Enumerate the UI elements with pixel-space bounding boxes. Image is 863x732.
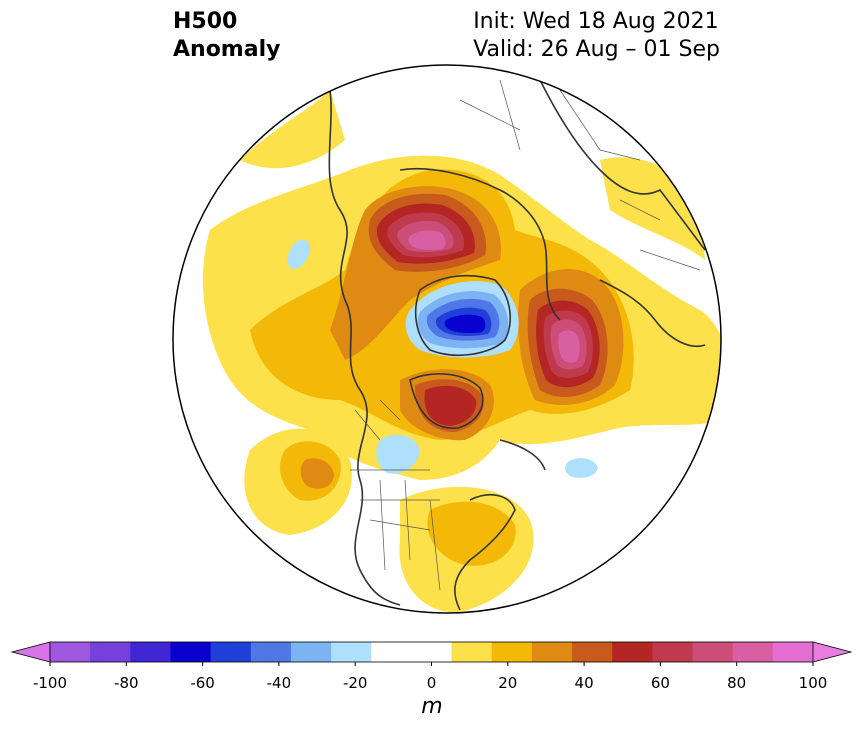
- colorbar-cell: [250, 642, 292, 662]
- colorbar-cell: [612, 642, 653, 662]
- colorbar-tick-label: -40: [266, 674, 292, 692]
- map-boundary: [172, 64, 722, 614]
- colorbar-cell: [732, 642, 774, 662]
- colorbar-cell: [170, 642, 212, 662]
- colorbar-extend-over: [812, 641, 853, 663]
- valid-range: Valid: 26 Aug – 01 Sep: [473, 37, 720, 62]
- date-info: Init: Wed 18 Aug 2021 Valid: 26 Aug – 01…: [473, 8, 720, 64]
- colorbar-tick-label: 100: [798, 674, 828, 692]
- colorbar-cell: [331, 642, 372, 662]
- colorbar-cell: [90, 642, 131, 662]
- colorbar-cell: [371, 642, 412, 662]
- init-date: Init: Wed 18 Aug 2021: [473, 9, 719, 34]
- colorbar-tick-label: -60: [190, 674, 215, 692]
- colorbar-cell: [772, 642, 814, 662]
- colorbar-cell: [411, 642, 453, 662]
- colorbar-cell: [210, 642, 252, 662]
- colorbar-cell: [491, 642, 533, 662]
- colorbar-tick-label: -100: [32, 674, 68, 692]
- colorbar-cell: [290, 642, 332, 662]
- variable-title: H500: [173, 9, 238, 34]
- colorbar-cell: [692, 642, 734, 662]
- coastlines: [328, 79, 706, 611]
- colorbar-extend-under: [10, 641, 51, 663]
- colorbar-tick-label: -80: [114, 674, 139, 692]
- colorbar-tick-label: 80: [727, 674, 747, 692]
- chart-title: H500 Anomaly: [173, 8, 280, 64]
- colorbar-cell: [531, 642, 573, 662]
- colorbar-tick-label: -20: [342, 674, 368, 692]
- colorbar-unit-label: m: [421, 694, 443, 719]
- polar-map: [172, 64, 722, 614]
- colorbar-cell: [652, 642, 694, 662]
- colorbar-tick-label: 20: [498, 674, 518, 692]
- political-borders: [350, 79, 701, 591]
- colorbar-cell: [572, 642, 613, 662]
- colorbar: [10, 641, 853, 666]
- colorbar-tick-label: 60: [650, 674, 670, 692]
- field-title: Anomaly: [173, 37, 281, 62]
- anomaly-field: [173, 65, 721, 613]
- colorbar-cell: [50, 642, 91, 662]
- colorbar-tick-label: 0: [426, 674, 437, 692]
- colorbar-cell: [130, 642, 171, 662]
- colorbar-cell: [451, 642, 493, 662]
- colorbar-tick-label: 40: [574, 674, 594, 692]
